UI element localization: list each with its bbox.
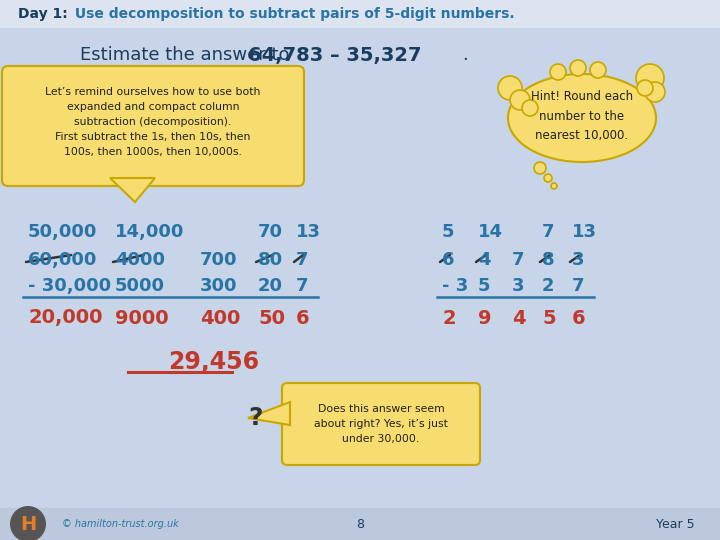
Circle shape [498,76,522,100]
Text: 9000: 9000 [115,308,168,327]
Ellipse shape [508,74,656,162]
Circle shape [510,90,530,110]
Text: 8: 8 [356,517,364,530]
Text: 7: 7 [572,277,585,295]
Text: 60,000: 60,000 [28,251,97,269]
Circle shape [551,183,557,189]
Text: © hamilton-trust.org.uk: © hamilton-trust.org.uk [62,519,179,529]
Text: 20: 20 [258,277,283,295]
FancyBboxPatch shape [282,383,480,465]
Text: ?: ? [248,406,262,430]
Text: Year 5: Year 5 [657,517,695,530]
Text: 5: 5 [478,277,490,295]
Text: 7: 7 [512,251,524,269]
Text: 14: 14 [478,223,503,241]
Text: 5: 5 [442,223,454,241]
Circle shape [522,100,538,116]
Circle shape [544,174,552,182]
Text: 3: 3 [572,251,585,269]
Text: 400: 400 [200,308,240,327]
Text: Day 1:: Day 1: [18,7,68,21]
Text: Use decomposition to subtract pairs of 5-digit numbers.: Use decomposition to subtract pairs of 5… [70,7,515,21]
Text: 5000: 5000 [115,277,165,295]
Text: 64,783 – 35,327: 64,783 – 35,327 [248,45,421,64]
Text: 7: 7 [542,223,554,241]
FancyBboxPatch shape [0,0,720,28]
Text: 70: 70 [258,223,283,241]
Polygon shape [110,178,155,202]
Text: 6: 6 [572,308,585,327]
Text: 29,456: 29,456 [168,350,259,374]
Text: 13: 13 [296,223,321,241]
Text: Estimate the answer to: Estimate the answer to [80,46,295,64]
Circle shape [534,162,546,174]
Text: Hint! Round each
number to the
nearest 10,000.: Hint! Round each number to the nearest 1… [531,90,633,143]
Circle shape [550,64,566,80]
Text: 3: 3 [512,277,524,295]
Text: 5: 5 [542,308,556,327]
Text: 6: 6 [296,308,310,327]
Text: 80: 80 [258,251,283,269]
Text: H: H [20,515,36,534]
Text: Does this answer seem
about right? Yes, it’s just
under 30,000.: Does this answer seem about right? Yes, … [314,404,448,444]
Text: .: . [462,46,468,64]
Text: 700: 700 [200,251,238,269]
Text: 50,000: 50,000 [28,223,97,241]
Text: 7: 7 [296,277,308,295]
Text: 8: 8 [542,251,554,269]
Text: 4: 4 [512,308,526,327]
Text: 7: 7 [296,251,308,269]
Text: 4000: 4000 [115,251,165,269]
Text: 2: 2 [442,308,456,327]
FancyBboxPatch shape [2,66,304,186]
Circle shape [637,80,653,96]
Circle shape [570,60,586,76]
Text: 9: 9 [478,308,492,327]
Text: 13: 13 [572,223,597,241]
Text: 20,000: 20,000 [28,308,102,327]
Text: 14,000: 14,000 [115,223,184,241]
FancyBboxPatch shape [0,508,720,540]
Circle shape [590,62,606,78]
Text: - 3: - 3 [442,277,468,295]
Polygon shape [248,402,290,425]
Text: Let’s remind ourselves how to use both
expanded and compact column
subtraction (: Let’s remind ourselves how to use both e… [45,86,261,157]
Text: 6: 6 [442,251,454,269]
Ellipse shape [10,506,46,540]
Circle shape [636,64,664,92]
Text: - 30,000: - 30,000 [28,277,111,295]
Text: 50: 50 [258,308,285,327]
Circle shape [645,82,665,102]
Text: 4: 4 [478,251,490,269]
Text: 300: 300 [200,277,238,295]
Text: 2: 2 [542,277,554,295]
